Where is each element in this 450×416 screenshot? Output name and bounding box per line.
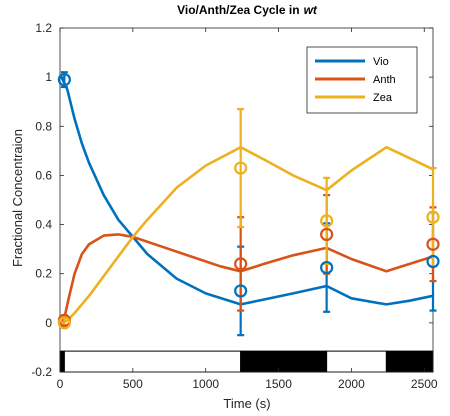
x-tick-label: 1500 bbox=[265, 377, 292, 391]
data-point-anth bbox=[426, 237, 440, 251]
chart-title-italic: wt bbox=[304, 3, 318, 17]
light-bar-segment-dark bbox=[240, 350, 328, 373]
legend-label-zea: Zea bbox=[373, 92, 393, 104]
y-tick-label: 0.4 bbox=[35, 218, 52, 232]
plot-area bbox=[57, 71, 440, 337]
x-tick-label: 2500 bbox=[411, 377, 438, 391]
y-axis-label: Fractional Concentraion bbox=[10, 129, 25, 267]
y-tick-label: 0.6 bbox=[35, 168, 52, 182]
legend-label-anth: Anth bbox=[373, 74, 396, 86]
y-tick-label: 1 bbox=[45, 70, 52, 84]
data-point-zea bbox=[234, 161, 248, 175]
y-tick-label: 0 bbox=[45, 316, 52, 330]
x-tick-label: 500 bbox=[123, 377, 143, 391]
x-axis-label: Time (s) bbox=[223, 396, 270, 411]
legend-label-vio: Vio bbox=[373, 56, 389, 68]
data-point-zea bbox=[320, 214, 334, 228]
chart-title: Vio/Anth/Zea Cycle in wt bbox=[177, 3, 318, 17]
x-tick-label: 2000 bbox=[338, 377, 365, 391]
y-tick-label: -0.2 bbox=[31, 365, 52, 379]
axes: 0 500 1000 1500 2000 2500 -0.2 0 0.2 0.4 0.6 0.8 1 1.… bbox=[31, 21, 438, 391]
light-bar-segment-dark bbox=[385, 350, 434, 373]
x-tick-label: 0 bbox=[57, 377, 64, 391]
legend: Vio Anth Zea bbox=[306, 46, 418, 114]
y-tick-label: 1.2 bbox=[35, 21, 52, 35]
data-point-vio bbox=[320, 260, 334, 275]
y-tick-label: 0.2 bbox=[35, 267, 52, 281]
data-point-anth bbox=[320, 227, 334, 241]
x-tick-label: 1000 bbox=[192, 377, 219, 391]
series-line-vio bbox=[60, 75, 435, 306]
series-line-anth bbox=[60, 233, 435, 325]
light-bar bbox=[59, 350, 434, 373]
light-bar-segment-light bbox=[63, 350, 242, 373]
data-point-vio bbox=[426, 254, 440, 269]
data-point-zea bbox=[426, 210, 440, 224]
chart-title-main: Vio/Anth/Zea Cycle in bbox=[177, 3, 299, 17]
light-bar-segment-light bbox=[326, 350, 387, 373]
light-bar-segment-dark bbox=[59, 350, 65, 373]
data-point-vio bbox=[57, 72, 71, 87]
data-point-anth bbox=[234, 257, 248, 271]
data-point-vio bbox=[234, 284, 248, 298]
series-line-zea bbox=[60, 145, 435, 325]
data-point-zea bbox=[57, 316, 71, 330]
y-tick-label: 0.8 bbox=[35, 119, 52, 133]
